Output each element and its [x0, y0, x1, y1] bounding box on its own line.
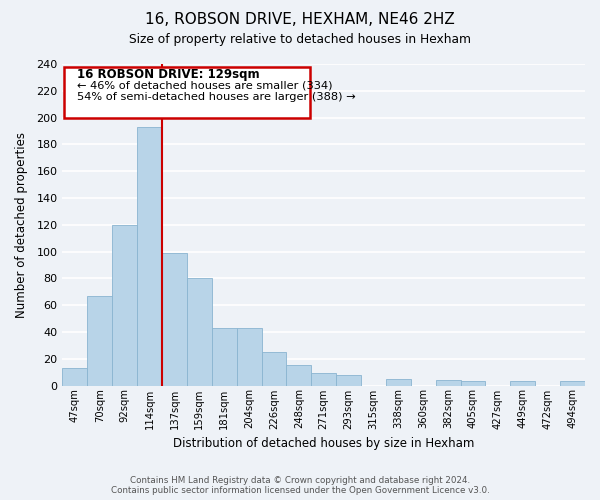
Text: Size of property relative to detached houses in Hexham: Size of property relative to detached ho…: [129, 32, 471, 46]
Bar: [386, 379, 411, 386]
Bar: [560, 382, 585, 386]
Bar: [112, 225, 137, 386]
Text: Contains HM Land Registry data © Crown copyright and database right 2024.
Contai: Contains HM Land Registry data © Crown c…: [110, 476, 490, 495]
Text: 16 ROBSON DRIVE: 129sqm: 16 ROBSON DRIVE: 129sqm: [77, 68, 260, 81]
Text: 16, ROBSON DRIVE, HEXHAM, NE46 2HZ: 16, ROBSON DRIVE, HEXHAM, NE46 2HZ: [145, 12, 455, 28]
Bar: [262, 352, 286, 386]
Y-axis label: Number of detached properties: Number of detached properties: [15, 132, 28, 318]
Text: 54% of semi-detached houses are larger (388) →: 54% of semi-detached houses are larger (…: [77, 92, 356, 102]
Bar: [212, 328, 236, 386]
X-axis label: Distribution of detached houses by size in Hexham: Distribution of detached houses by size …: [173, 437, 475, 450]
Bar: [436, 380, 461, 386]
Bar: [286, 366, 311, 386]
Bar: [88, 296, 112, 386]
Bar: [162, 253, 187, 386]
Text: ← 46% of detached houses are smaller (334): ← 46% of detached houses are smaller (33…: [77, 80, 333, 90]
Bar: [311, 374, 336, 386]
FancyBboxPatch shape: [64, 66, 310, 118]
Bar: [187, 278, 212, 386]
Bar: [336, 375, 361, 386]
Bar: [137, 127, 162, 386]
Bar: [511, 382, 535, 386]
Bar: [461, 382, 485, 386]
Bar: [62, 368, 88, 386]
Bar: [236, 328, 262, 386]
